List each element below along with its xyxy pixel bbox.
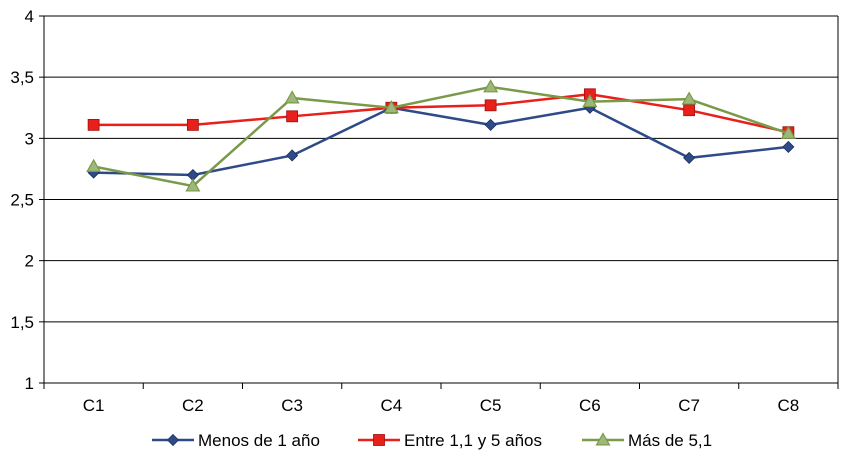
series-line [93,93,789,134]
legend-marker [373,434,385,446]
x-tick-label: C5 [480,396,502,415]
series-lines [86,79,796,192]
data-point [284,90,300,104]
data-point [383,100,399,114]
legend-label: Más de 5,1 [628,431,712,450]
legend-marker [595,432,611,446]
legend-marker [166,433,180,447]
y-tick-label: 4 [25,7,34,26]
y-tick-label: 1 [25,374,34,393]
x-tick-label: C2 [182,396,204,415]
y-tick-label: 2,5 [10,191,34,210]
legend-item: Más de 5,1 [582,431,712,450]
legend: Menos de 1 año Entre 1,1 y 5 años Más de 5… [152,431,712,450]
legend-label: Entre 1,1 y 5 años [404,431,542,450]
x-tick-label: C7 [678,396,700,415]
data-point [483,79,499,93]
data-point [681,91,697,105]
data-point [484,118,497,131]
data-point [782,140,795,153]
series-line [93,106,789,177]
x-tick-label: C4 [381,396,403,415]
x-tick-label: C6 [579,396,601,415]
data-point [87,118,100,131]
x-tick-label: C1 [83,396,105,415]
grid-lines [44,15,838,384]
series-3 [86,79,796,192]
data-point [286,149,299,162]
legend-label: Menos de 1 año [198,431,320,450]
data-point [780,125,796,139]
legend-item: Entre 1,1 y 5 años [358,431,542,450]
data-point [185,178,201,192]
y-tick-label: 3 [25,129,34,148]
series-line [93,85,789,188]
y-tick-label: 2 [25,252,34,271]
x-tick-label: C8 [778,396,800,415]
legend-item: Menos de 1 año [152,431,320,450]
y-tick-label: 1,5 [10,313,34,332]
y-tick-label: 3,5 [10,68,34,87]
x-tick-label: C3 [281,396,303,415]
data-point [484,99,497,112]
data-point [683,151,696,164]
data-point [582,93,598,108]
axes: 1 1,5 2 2,5 3 3,5 4 C1 C2 C3 C4 C5 C6 C7 C8 [10,7,839,415]
data-point [86,158,102,172]
data-point [683,104,696,117]
data-point [186,118,199,131]
data-point [286,110,299,123]
